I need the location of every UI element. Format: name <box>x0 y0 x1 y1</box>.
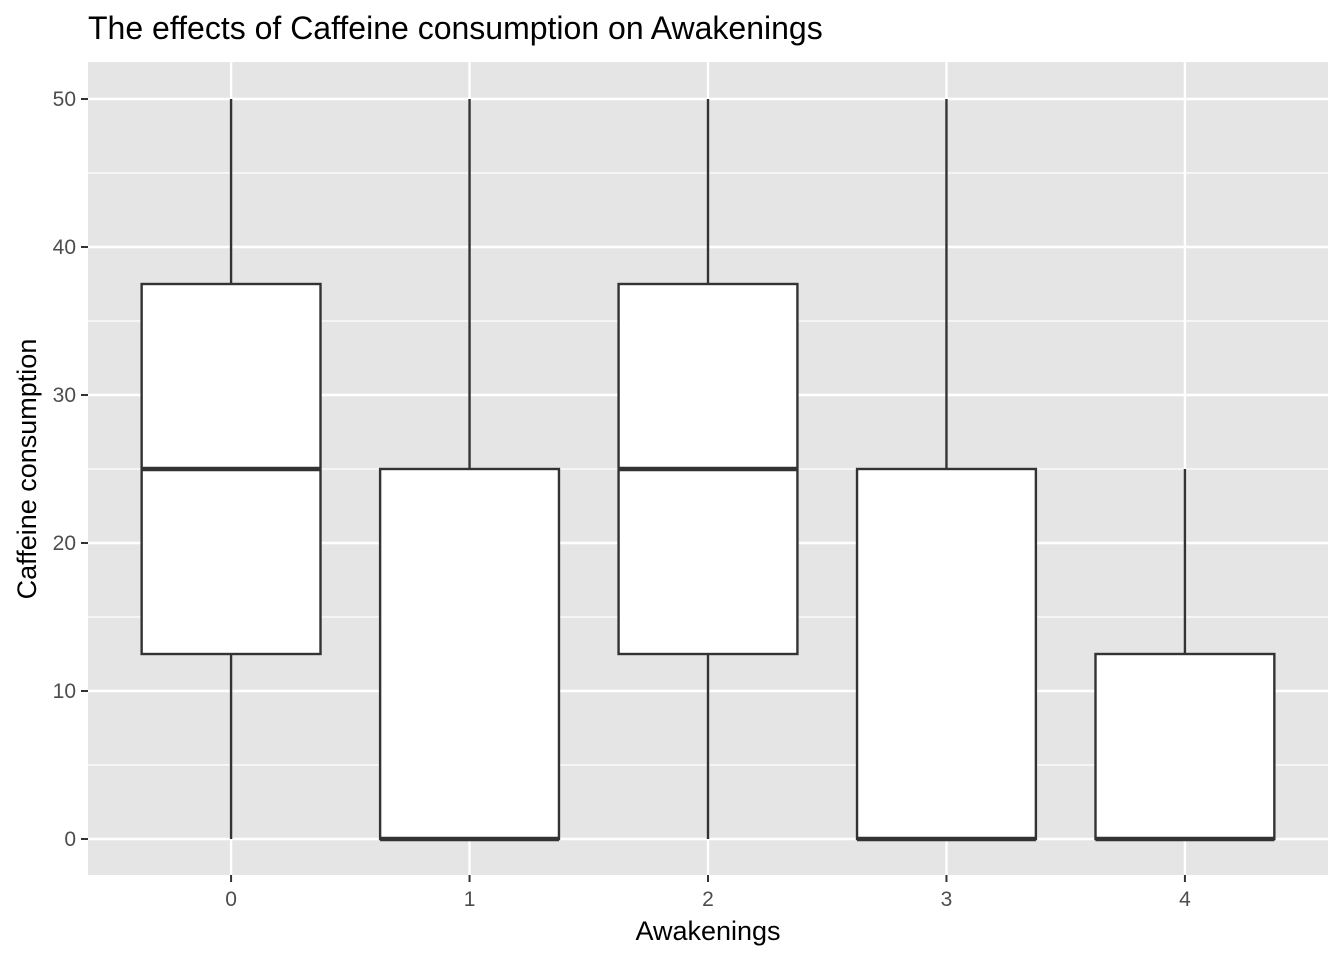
x-axis-title: Awakenings <box>635 916 780 946</box>
y-tick-label: 30 <box>53 384 76 407</box>
y-tick-label: 50 <box>53 88 76 111</box>
x-tick-label: 3 <box>941 888 953 911</box>
box-body <box>855 467 1038 841</box>
y-tick-label: 40 <box>53 236 76 259</box>
chart-title: The effects of Caffeine consumption on A… <box>88 10 823 46</box>
box-2 <box>617 99 799 839</box>
y-tick-label: 20 <box>53 532 76 555</box>
box-body <box>1094 652 1276 841</box>
y-axis-title: Caffeine consumption <box>12 339 42 600</box>
box-1 <box>378 99 561 842</box>
x-tick-label: 2 <box>702 888 714 911</box>
y-axis: 0 10 20 30 40 50 <box>53 88 88 851</box>
x-tick-label: 4 <box>1179 888 1191 911</box>
box-body <box>378 467 561 841</box>
box-series <box>140 99 1276 842</box>
y-tick-label: 10 <box>53 680 76 703</box>
box-4 <box>1094 469 1276 842</box>
x-tick-label: 0 <box>225 888 237 911</box>
y-tick-label: 0 <box>64 828 76 851</box>
box-3 <box>855 99 1038 842</box>
x-tick-label: 1 <box>464 888 476 911</box>
box-0 <box>140 99 322 839</box>
x-axis: 0 1 2 3 4 <box>225 875 1191 911</box>
